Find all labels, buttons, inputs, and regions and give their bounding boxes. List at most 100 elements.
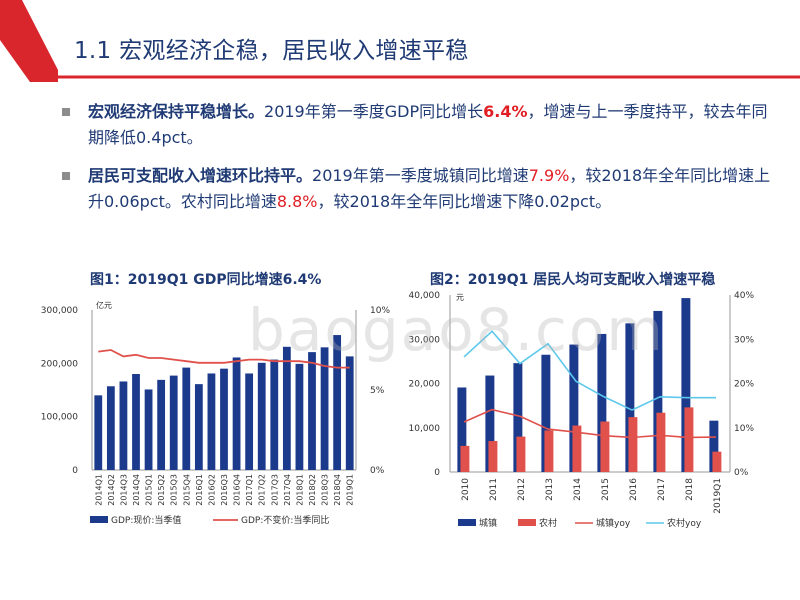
chart1-yoy-line [98, 349, 350, 369]
chart2-xtick: 2012 [517, 478, 527, 501]
chart1-xtick: 2016Q4 [233, 474, 242, 506]
chart2-bar-rural [684, 407, 694, 472]
chart1-xtick: 2018Q1 [295, 474, 304, 506]
chart2-ytick-right: 40% [734, 291, 754, 301]
chart1-bar [333, 335, 342, 470]
chart2-bar-urban [541, 354, 551, 472]
chart2-ytick-right: 0% [734, 468, 749, 478]
chart1-bar [232, 357, 241, 470]
chart2-unit-label: 元 [456, 293, 464, 302]
chart1-xtick: 2014Q1 [94, 474, 103, 506]
chart1-bar [144, 389, 153, 470]
chart2-ytick-left: 10,000 [409, 424, 441, 434]
chart1-bar [282, 346, 291, 470]
chart2-xtick: 2011 [489, 478, 499, 501]
chart1-gdp: 亿元 0 100,000 200,000 300,000 0% 5% 10% 2014Q1 201… [41, 300, 391, 526]
chart1-xtick: 2018Q3 [321, 474, 330, 506]
chart2-ytick-right: 20% [734, 380, 754, 390]
chart1-ytick-left: 200,000 [41, 359, 78, 369]
chart2-bar-rural [656, 412, 666, 472]
chart1-bar [94, 395, 103, 470]
watermark: baogao8.com [248, 296, 665, 364]
chart1-legend-bar-label: GDP:现价:当季值 [111, 514, 181, 526]
bullet-square-1 [62, 108, 70, 116]
chart1-xtick: 2019Q1 [346, 474, 355, 506]
header-white-wedge [0, 42, 28, 82]
chart1-xtick: 2018Q2 [308, 474, 317, 506]
chart1-bar [132, 374, 140, 470]
chart2-xtick: 2013 [545, 478, 555, 501]
chart1-unit-label: 亿元 [96, 300, 112, 310]
chart2-ytick-left: 30,000 [409, 335, 441, 345]
chart2-rural-yoy-line [463, 330, 716, 411]
chart1-xtick: 2015Q2 [157, 474, 166, 506]
chart2-urban-yoy-line [463, 408, 717, 439]
bullet-1-value: 6.4% [483, 102, 528, 121]
chart1-bar [320, 347, 329, 470]
chart1-legend-bar-swatch [90, 516, 108, 523]
chart2-bar-rural [488, 441, 498, 472]
bullet-1-text-tail: ，增速与上一季度持平，较去年同期降低0.4pct。 [88, 102, 768, 147]
chart2-bar-urban [457, 387, 467, 472]
chart2-legend-urban-swatch [458, 519, 476, 526]
chart2-xtick: 2015 [601, 478, 611, 501]
chart1-xtick: 2017Q1 [245, 474, 254, 506]
chart2-income: 元 0 10,000 20,000 30,000 40,000 0% 10% 20% 30% 40%… [409, 291, 755, 529]
chart2-xtick: 2018 [685, 478, 695, 501]
chart1-bar [194, 384, 203, 470]
chart1-bar [157, 379, 166, 470]
header-decoration [0, 0, 800, 82]
chart1-bar [308, 352, 316, 470]
chart1-bar [295, 363, 304, 470]
chart2-ytick-left: 20,000 [409, 380, 441, 390]
bullet-1-lead: 宏观经济保持平稳增长。 [88, 102, 265, 121]
chart2-bar-urban [709, 420, 719, 472]
chart2-bar-urban [569, 344, 579, 472]
chart2-bar-rural [516, 436, 526, 472]
chart1-ytick-right: 5% [370, 386, 385, 396]
chart2-bar-rural [712, 451, 722, 472]
chart2-bar-urban [625, 323, 635, 472]
chart1-xtick: 2017Q3 [270, 474, 279, 506]
chart2-xtick: 2017 [657, 478, 667, 501]
chart1-xtick: 2017Q4 [283, 474, 292, 506]
chart1-ytick-left: 0 [72, 466, 78, 476]
chart2-bar-rural [628, 417, 638, 472]
bullet-2-text: 2019年第一季度城镇同比增速 [312, 166, 529, 185]
chart2-ytick-right: 10% [734, 424, 754, 434]
chart1-xtick: 2014Q2 [107, 474, 116, 506]
chart1-xtick: 2015Q1 [145, 474, 154, 506]
chart2-legend-rural-label: 农村 [539, 517, 557, 529]
header-red-wedge [0, 0, 58, 82]
chart1-bar [345, 356, 354, 470]
chart2-bar-rural [460, 445, 470, 472]
chart1-xtick: 2016Q2 [207, 474, 216, 506]
chart2-xtick: 2010 [461, 478, 471, 501]
chart1-bar [257, 362, 266, 470]
chart2-xtick: 2014 [573, 478, 583, 501]
chart1-xtick: 2016Q3 [220, 474, 229, 506]
chart1-xtick: 2017Q2 [258, 474, 267, 506]
bullet-2-value-urban: 7.9% [528, 166, 570, 185]
chart1-legend-line-label: GDP:不变价:当季同比 [241, 514, 329, 526]
chart2-bar-rural [572, 425, 582, 472]
chart1-bar [119, 381, 128, 470]
chart2-ytick-left: 0 [434, 468, 440, 478]
chart2-legend-rural-yoy-label: 农村yoy [667, 517, 702, 529]
page-title: 1.1 宏观经济企稳，居民收入增速平稳 [74, 38, 469, 64]
chart1-bar [106, 386, 115, 470]
chart2-xtick: 2019Q1 [713, 478, 723, 514]
chart1-ytick-right: 10% [370, 306, 390, 316]
chart2-legend-urban-yoy-label: 城镇yoy [596, 517, 631, 529]
chart1-title: 图1：2019Q1 GDP同比增速6.4% [90, 272, 322, 288]
chart2-bar-rural [544, 430, 554, 472]
bullet-square-2 [62, 172, 70, 180]
chart2-bar-urban [597, 333, 607, 472]
chart1-xtick: 2014Q3 [119, 474, 128, 506]
chart1-xtick: 2014Q4 [132, 474, 141, 506]
chart1-bar [245, 373, 254, 470]
bullet-paragraph-1: 宏观经济保持平稳增长。2019年第一季度GDP同比增长6.4%，增速与上一季度持… [88, 99, 778, 151]
bullet-2-text-tail: ，较2018年全年同比增速下降0.02pct。 [317, 192, 612, 211]
bullet-1-text: 2019年第一季度GDP同比增长 [264, 102, 484, 121]
chart2-bar-urban [513, 363, 523, 472]
